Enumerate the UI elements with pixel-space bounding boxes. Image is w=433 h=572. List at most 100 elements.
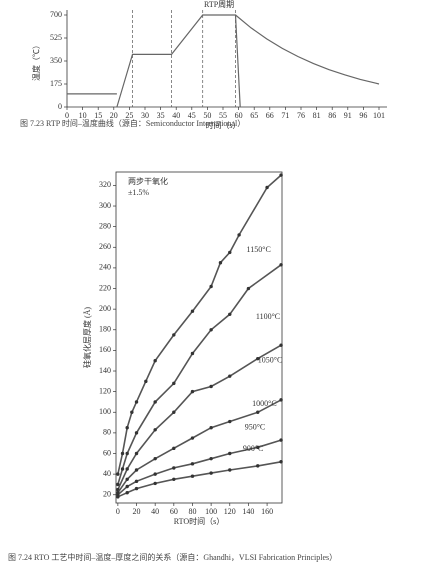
data-point [153, 456, 157, 461]
series-label: 900°C [243, 444, 264, 453]
y-tick-label: 180 [99, 325, 111, 334]
series-line [117, 461, 282, 498]
x-tick-label: 0 [116, 507, 120, 516]
series-label: 1100°C [256, 312, 280, 321]
data-point [134, 400, 139, 404]
x-tick-label: 10 [79, 111, 87, 120]
x-tick-label: 60 [170, 507, 178, 516]
x-tick-label: 65 [250, 111, 258, 120]
x-tick-label: 25 [125, 111, 133, 120]
x-tick-label: 20 [110, 111, 118, 120]
y-tick-label: 60 [103, 448, 111, 457]
y-tick-label: 20 [103, 490, 111, 499]
data-point [134, 451, 139, 456]
data-point [116, 495, 120, 499]
data-point [228, 451, 232, 456]
x-axis-label: 时间（s） [205, 120, 240, 130]
x-tick-label: 60 [235, 111, 243, 120]
data-point [172, 410, 176, 414]
data-point [125, 467, 129, 471]
data-point [228, 374, 232, 378]
data-point [172, 477, 176, 481]
data-point [134, 479, 139, 484]
data-point [190, 351, 195, 356]
x-tick-label: 120 [224, 507, 236, 516]
data-point [256, 356, 260, 361]
x-tick-label: 71 [281, 111, 289, 120]
x-tick-label: 45 [188, 111, 196, 120]
data-point [134, 431, 139, 435]
y-tick-label: 220 [99, 283, 111, 292]
data-point [279, 263, 283, 267]
data-point [130, 410, 134, 414]
data-point [279, 460, 283, 464]
data-point [172, 446, 176, 451]
data-point [125, 477, 129, 481]
data-point [209, 426, 213, 430]
data-point [172, 466, 176, 470]
y-tick-label: 160 [99, 345, 111, 354]
y-tick-label: 80 [103, 428, 111, 437]
data-point [153, 428, 157, 432]
data-point [190, 309, 195, 313]
series-line [117, 439, 282, 496]
y-tick-label: 280 [99, 221, 111, 230]
data-point [237, 233, 241, 237]
data-point [120, 467, 125, 471]
data-point [265, 185, 269, 190]
data-point [116, 472, 120, 476]
data-point [190, 474, 195, 478]
data-point [228, 250, 232, 255]
caption: 图 7.23 RTP 时间–温度曲线（源自：Semiconductor Inte… [20, 118, 245, 128]
y-tick-label: 300 [99, 201, 111, 210]
annotation: 两步干氧化 ±1.5% [128, 176, 168, 197]
data-point [190, 389, 195, 394]
data-point [125, 490, 129, 495]
x-tick-label: 35 [157, 111, 165, 120]
x-tick-label: 76 [297, 111, 305, 120]
x-tick-label: 96 [359, 111, 367, 120]
y-tick-label: 100 [99, 407, 111, 416]
annotation: RTP周期 [204, 0, 234, 9]
x-tick-label: 20 [133, 507, 141, 516]
y-tick-label: 350 [50, 56, 62, 65]
data-point [209, 328, 213, 332]
data-point [190, 436, 195, 440]
series-line [67, 14, 241, 108]
data-point [134, 486, 139, 491]
data-point [279, 438, 283, 442]
data-point [153, 472, 157, 476]
y-tick-label: 260 [99, 242, 111, 251]
y-tick-label: 200 [99, 304, 111, 313]
y-axis-label: 温度（℃） [31, 41, 41, 81]
series-line [117, 344, 282, 490]
series-label: 1150°C [247, 245, 271, 254]
y-tick-label: 120 [99, 386, 111, 395]
data-point [279, 173, 283, 177]
data-point [279, 398, 283, 402]
x-tick-label: 40 [151, 507, 159, 516]
x-tick-label: 66 [266, 111, 274, 120]
y-tick-label: 320 [99, 180, 111, 189]
plot-frame [115, 171, 283, 504]
data-point [209, 456, 213, 461]
data-point [256, 445, 260, 450]
data-point [228, 419, 232, 424]
x-tick-label: 101 [373, 111, 385, 120]
data-point [144, 379, 148, 384]
series-label: 1000°C [252, 399, 277, 408]
data-point [125, 484, 129, 489]
data-point [120, 451, 125, 456]
x-tick-label: 55 [219, 111, 227, 120]
caption: 图 7.24 RTO 工艺中时间–温度–厚度之间的关系（源自：Ghandhi，V… [8, 552, 337, 562]
annotation-line: 两步干氧化 [128, 176, 168, 186]
series-line [235, 14, 380, 85]
data-point [209, 384, 213, 389]
y-tick-label: 525 [50, 33, 62, 42]
data-point [134, 468, 139, 472]
data-point [125, 451, 129, 456]
y-axis-label: 硅氧化层厚度 (Å) [82, 307, 92, 368]
data-point [256, 410, 260, 414]
y-tick-label: 175 [50, 79, 62, 88]
